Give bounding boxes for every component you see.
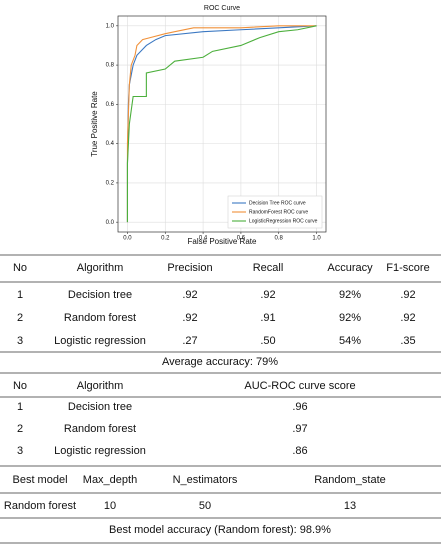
- table-cell: .92: [182, 312, 197, 324]
- legend-label: RandomForest ROC curve: [249, 209, 308, 215]
- y-tick-label: 0.6: [106, 102, 115, 108]
- table-cell: 92%: [339, 289, 361, 301]
- table-cell: 2: [17, 423, 23, 435]
- table-cell: Decision tree: [68, 401, 132, 413]
- x-tick-label: 0.4: [199, 236, 208, 242]
- table-cell: Decision tree: [68, 289, 132, 301]
- chart-title: ROC Curve: [204, 5, 240, 12]
- header-cell: No: [13, 262, 27, 274]
- header-cell: Precision: [167, 262, 212, 274]
- table-cell: .27: [182, 335, 197, 347]
- header-cell: Best model: [12, 474, 67, 486]
- table-cell: .92: [400, 289, 415, 301]
- x-tick-label: 0.8: [275, 236, 284, 242]
- header-cell: Max_depth: [83, 474, 137, 486]
- table-cell: 3: [17, 445, 23, 457]
- roc-line: [126, 25, 317, 223]
- x-tick-label: 0.2: [161, 236, 170, 242]
- table-cell: 13: [344, 500, 356, 512]
- header-cell: Algorithm: [77, 262, 123, 274]
- y-tick-label: 0.2: [106, 180, 115, 186]
- legend-label: LogisticRegression ROC curve: [249, 218, 318, 224]
- y-tick-label: 0.0: [106, 220, 115, 226]
- x-tick-label: 1.0: [312, 236, 321, 242]
- y-axis-label: True Positive Rate: [90, 91, 99, 157]
- legend-label: Decision Tree ROC curve: [249, 200, 306, 206]
- header-cell: N_estimators: [173, 474, 238, 486]
- y-tick-label: 0.8: [106, 63, 115, 69]
- table-footer: Best model accuracy (Random forest): 98.…: [109, 524, 331, 536]
- table-cell: 2: [17, 312, 23, 324]
- x-tick-label: 0.0: [123, 236, 132, 242]
- header-cell: No: [13, 380, 27, 392]
- roc-line: [126, 25, 317, 223]
- header-cell: Accuracy: [327, 262, 373, 274]
- table-cell: 10: [104, 500, 116, 512]
- table-cell: .35: [400, 335, 415, 347]
- table-cell: Logistic regression: [54, 445, 146, 457]
- table-cell: Random forest: [4, 500, 76, 512]
- table-footer: Average accuracy: 79%: [162, 356, 278, 368]
- table-cell: 92%: [339, 312, 361, 324]
- header-cell: Random_state: [314, 474, 386, 486]
- table-cell: 54%: [339, 335, 361, 347]
- table-cell: Logistic regression: [54, 335, 146, 347]
- table-cell: 3: [17, 335, 23, 347]
- table-cell: 1: [17, 289, 23, 301]
- plot-frame: [117, 15, 327, 233]
- table-cell: Random forest: [64, 312, 136, 324]
- table-cell: .91: [260, 312, 275, 324]
- table-cell: .92: [400, 312, 415, 324]
- table-cell: .96: [292, 401, 307, 413]
- y-tick-label: 1.0: [106, 23, 115, 29]
- header-cell: AUC-ROC curve score: [244, 380, 355, 392]
- table-cell: .86: [292, 445, 307, 457]
- table-cell: 1: [17, 401, 23, 413]
- y-tick-label: 0.4: [106, 141, 115, 147]
- x-axis-label: False Positive Rate: [188, 237, 257, 246]
- table-cell: .92: [182, 289, 197, 301]
- table-cell: Random forest: [64, 423, 136, 435]
- table-cell: 50: [199, 500, 211, 512]
- table-cell: .50: [260, 335, 275, 347]
- roc-line: [126, 25, 317, 223]
- header-cell: Recall: [253, 262, 284, 274]
- table-cell: .97: [292, 423, 307, 435]
- x-tick-label: 0.6: [237, 236, 246, 242]
- header-cell: Algorithm: [77, 380, 123, 392]
- header-cell: F1-score: [386, 262, 429, 274]
- table-cell: .92: [260, 289, 275, 301]
